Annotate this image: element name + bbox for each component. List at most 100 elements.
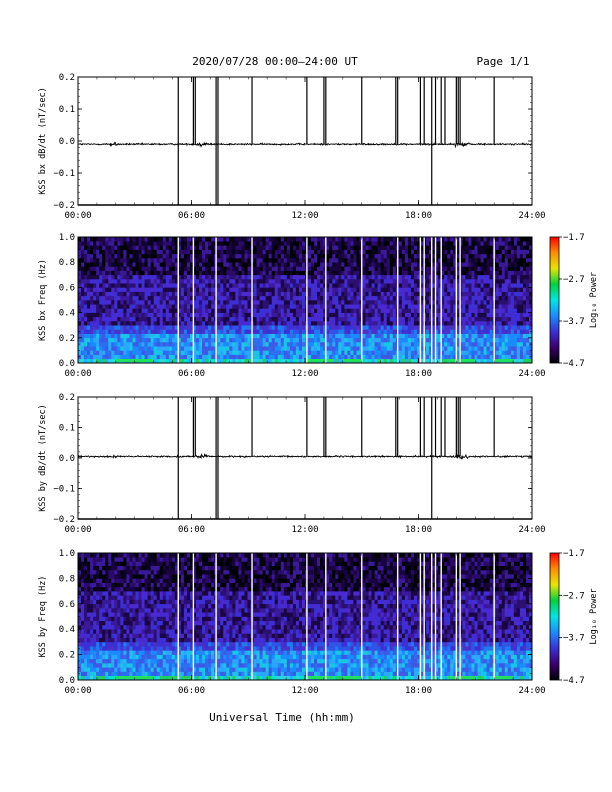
spectrogram-cell: [404, 346, 409, 351]
spectrogram-cell: [468, 270, 472, 276]
spectrogram-cell: [295, 283, 300, 288]
spectrogram-cell: [141, 337, 145, 343]
spectrogram-cell: [120, 325, 124, 330]
spectrogram-cell: [380, 270, 384, 276]
spectrogram-cell: [93, 329, 97, 334]
spectrogram-cell: [202, 295, 206, 301]
spectrogram-cell: [438, 337, 442, 343]
spectrogram-cell: [441, 312, 445, 318]
spectrogram-cell: [522, 308, 527, 313]
spectrogram-cell: [486, 342, 490, 347]
spectrogram-cell: [429, 304, 433, 309]
spectrogram-cell: [480, 283, 484, 288]
spectrogram-cell: [174, 245, 179, 250]
spectrogram-cell: [120, 304, 124, 309]
spectrogram-cell: [247, 350, 251, 355]
spectrogram-cell: [265, 304, 269, 309]
spectrogram-cell: [223, 354, 227, 360]
spectrogram-cell: [453, 241, 457, 246]
spectrogram-cell: [238, 253, 242, 259]
spectrogram-cell: [386, 321, 391, 326]
spectrogram-cell: [180, 258, 185, 263]
spectrogram-cell: [220, 258, 224, 263]
spectrogram-cell: [344, 274, 348, 280]
spectrogram-cell: [199, 287, 203, 292]
spectrogram-cell: [510, 333, 515, 339]
spectrogram-cell: [193, 253, 197, 259]
spectrogram-cell: [232, 316, 236, 322]
spectrogram-cell: [174, 304, 179, 309]
spectrogram-cell: [253, 300, 257, 305]
spectrogram-cell: [147, 304, 151, 309]
spectrogram-cell: [468, 258, 472, 263]
spectrogram-cell: [368, 342, 372, 347]
spectrogram-cell: [489, 333, 493, 339]
spectrogram-cell: [153, 346, 157, 351]
spectrogram-cell: [498, 325, 503, 330]
spectrogram-cell: [90, 274, 94, 280]
spectrogram-cell: [386, 270, 391, 276]
spectrogram-cell: [338, 245, 342, 250]
spectrogram-cell: [87, 274, 91, 280]
spectrogram-cell: [311, 291, 315, 297]
spectrogram-cell: [262, 258, 266, 263]
spectrogram-cell: [205, 241, 209, 246]
spectrogram-cell: [404, 258, 409, 263]
spectrogram-cell: [528, 358, 533, 364]
spectrogram-cell: [450, 337, 454, 343]
spectrogram-cell: [93, 346, 97, 351]
spectrogram-cell: [474, 325, 478, 330]
spectrogram-cell: [413, 241, 418, 246]
spectrogram-cell: [344, 346, 348, 351]
spectrogram-cell: [135, 237, 139, 242]
spectrogram-cell: [168, 245, 173, 250]
spectrogram-cell: [235, 342, 239, 347]
spectrogram-cell: [105, 249, 109, 255]
spectrogram-cell: [486, 346, 490, 351]
spectrogram-cell: [132, 262, 136, 267]
spectrogram-cell: [516, 258, 521, 263]
spectrogram-cell: [386, 241, 391, 246]
spectrogram-cell: [404, 283, 409, 288]
spectrogram-cell: [274, 316, 279, 322]
spectrogram-cell: [528, 249, 533, 255]
spectrogram-cell: [196, 337, 200, 343]
spectrogram-cell: [432, 308, 436, 313]
spectrogram-cell: [283, 253, 288, 259]
spectrogram-cell: [132, 253, 136, 259]
spectrogram-cell: [410, 337, 415, 343]
spectrogram-cell: [153, 237, 157, 242]
spectrogram-cell: [441, 325, 445, 330]
spectrogram-cell: [226, 354, 230, 360]
spectrogram-cell: [447, 333, 451, 339]
spectrogram-cell: [389, 270, 394, 276]
spectrogram-cell: [498, 291, 503, 297]
spectrogram-cell: [429, 342, 433, 347]
spectrogram-cell: [480, 308, 484, 313]
spectrogram-cell: [350, 304, 354, 309]
spectrogram-cell: [447, 279, 451, 284]
spectrogram-cell: [344, 337, 348, 343]
spectrogram-cell: [392, 253, 397, 259]
spectrogram-cell: [356, 312, 360, 318]
spectrogram-cell: [244, 262, 248, 267]
spectrogram-cell: [416, 333, 421, 339]
spectrogram-cell: [317, 241, 321, 246]
spectrogram-cell: [407, 237, 412, 242]
spectrogram-cell: [416, 342, 421, 347]
spectrogram-cell: [486, 333, 490, 339]
spectrogram-cell: [438, 262, 442, 267]
spectrogram-cell: [171, 241, 176, 246]
spectrogram-cell: [332, 350, 336, 355]
spectrogram-cell: [453, 279, 457, 284]
spectrogram-cell: [253, 350, 257, 355]
spectrogram-cell: [168, 295, 173, 301]
spectrogram-cell: [341, 316, 345, 322]
spectrogram-cell: [362, 304, 366, 309]
spectrogram-cell: [335, 237, 339, 242]
spectrogram-cell: [441, 300, 445, 305]
spectrogram-cell: [262, 279, 266, 284]
spectrogram-cell: [90, 333, 94, 339]
spectrogram-cell: [78, 663, 82, 668]
spectrogram-cell: [174, 354, 179, 360]
